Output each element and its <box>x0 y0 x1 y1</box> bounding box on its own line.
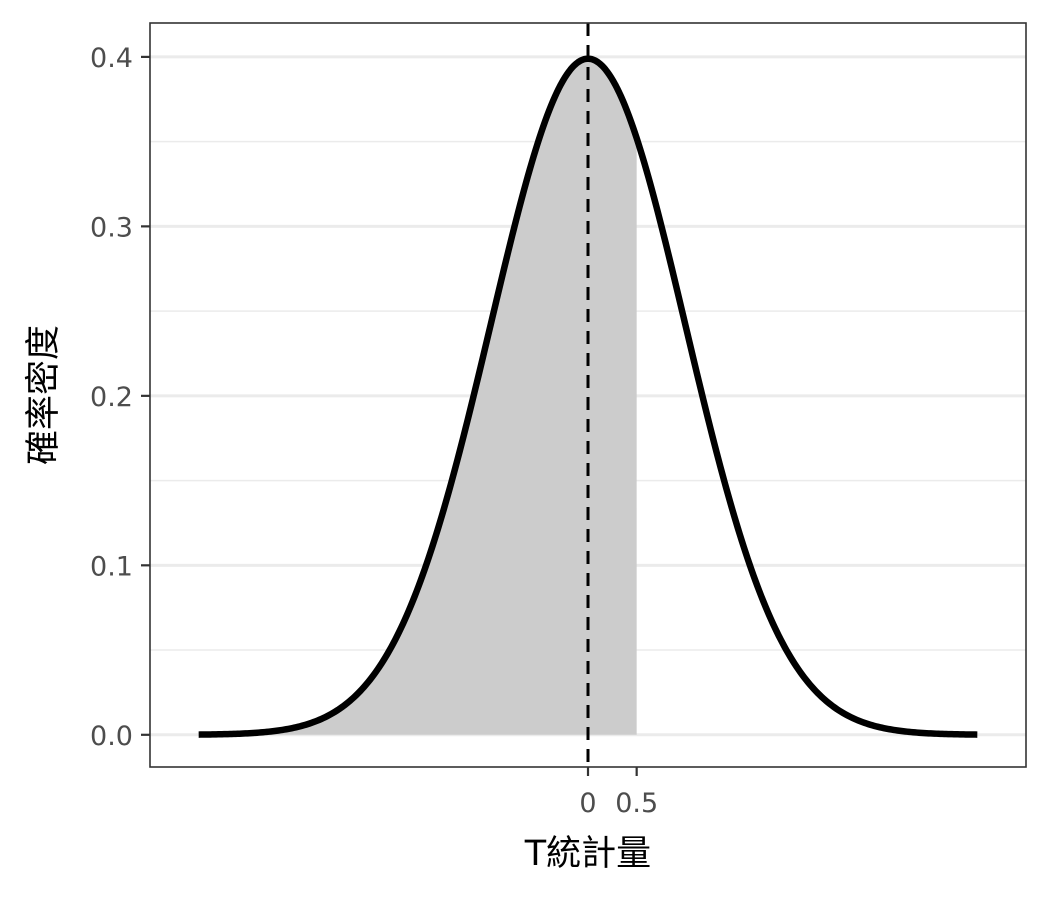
x-tick-label: 0 <box>579 788 596 819</box>
axis-layer: 0.0 0.1 0.2 0.3 0.4 0 0.5 <box>90 22 1027 819</box>
y-tick-label: 0.1 <box>90 551 133 582</box>
y-tick-label: 0.4 <box>90 43 133 74</box>
data-layer <box>197 23 979 767</box>
y-tick-label: 0.0 <box>90 721 133 752</box>
x-tick-label: 0.5 <box>615 788 658 819</box>
y-tick-label: 0.2 <box>90 382 133 413</box>
x-axis-title: T統計量 <box>524 834 651 874</box>
shaded-area <box>198 58 637 735</box>
y-tick-label: 0.3 <box>90 212 133 243</box>
density-curve <box>197 55 979 738</box>
y-axis-title: 確率密度 <box>24 325 64 465</box>
